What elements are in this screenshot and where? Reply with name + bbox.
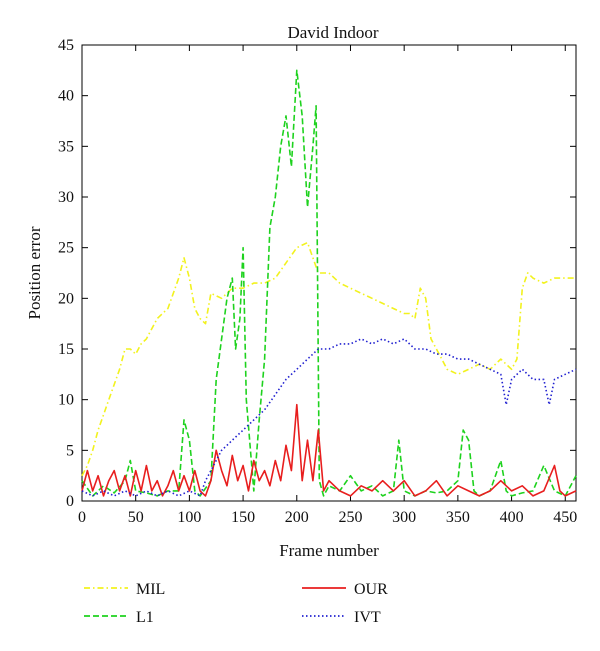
y-tick-label: 45 (58, 37, 74, 54)
y-tick-label: 0 (66, 493, 74, 510)
series-line-l1 (81, 69, 577, 497)
plot-frame (81, 44, 577, 502)
y-tick-label: 20 (58, 290, 74, 307)
chart-title: David Indoor (287, 23, 378, 42)
y-tick-label: 25 (58, 240, 74, 257)
series-line-our (81, 403, 577, 497)
y-tick-label: 15 (58, 341, 74, 358)
y-axis-label: Position error (25, 226, 44, 319)
series-line-mil (81, 241, 576, 477)
legend-label-mil: MIL (136, 581, 165, 598)
legend-label-ivt: IVT (354, 609, 381, 626)
series-layer (81, 69, 577, 497)
legend-label-our: OUR (354, 581, 388, 598)
y-tick-label: 5 (66, 442, 74, 459)
x-axis-ticks: 0 50 100 150 200 250 300 350 400 450 (78, 45, 577, 526)
x-tick-label: 0 (78, 509, 86, 526)
x-tick-label: 400 (500, 509, 524, 526)
y-tick-label: 35 (58, 138, 74, 155)
y-tick-label: 30 (58, 189, 74, 206)
x-tick-label: 50 (128, 509, 144, 526)
x-tick-label: 450 (553, 509, 577, 526)
x-axis-label: Frame number (279, 541, 379, 560)
x-tick-label: 150 (231, 509, 255, 526)
y-tick-label: 10 (58, 392, 74, 409)
x-tick-label: 100 (177, 509, 201, 526)
x-tick-label: 300 (392, 509, 416, 526)
x-tick-label: 350 (446, 509, 470, 526)
y-tick-label: 40 (58, 88, 74, 105)
series-line-ivt (81, 338, 577, 497)
x-tick-label: 250 (338, 509, 362, 526)
y-axis-ticks: 0 5 10 15 20 25 30 35 40 45 (58, 37, 576, 510)
x-tick-label: 200 (285, 509, 309, 526)
legend: MIL L1 OUR IVT (84, 581, 388, 626)
legend-label-l1: L1 (136, 609, 154, 626)
